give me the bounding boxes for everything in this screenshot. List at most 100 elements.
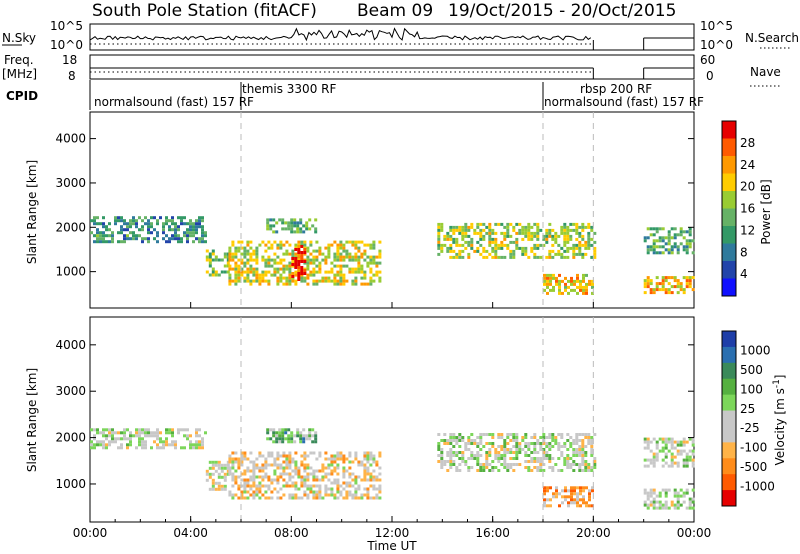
echo-cell [237,466,241,470]
echo-cell [643,491,647,495]
echo-cell [240,490,244,494]
echo-cell [270,258,274,262]
echo-cell [578,252,582,256]
echo-cell [303,475,307,479]
echo-cell [354,478,358,482]
echo-cell [234,270,238,274]
echo-cell [679,230,683,234]
echo-cell [452,460,456,463]
echo-cell [306,475,310,479]
echo-cell [369,261,373,265]
echo-cell [467,436,471,439]
echo-cell [345,249,349,253]
echo-cell [366,493,370,497]
echo-cell [533,451,537,454]
echo-cell [543,492,546,496]
echo-cell [195,228,198,232]
echo-cell [266,431,270,435]
echo-cell [168,443,171,447]
echo-cell [276,282,280,286]
echo-cell [443,463,447,466]
echo-cell [664,242,668,246]
beam-label: Beam 09 [357,1,433,21]
echo-cell [458,249,462,253]
echo-cell [294,243,298,247]
echo-cell [255,252,259,256]
echo-cell [96,240,99,244]
echo-cell [458,228,462,232]
echo-cell [300,478,304,482]
echo-cell [551,255,555,259]
echo-cell [691,506,695,510]
echo-cell [452,463,456,466]
echo-cell [578,240,582,244]
echo-cell [290,227,294,231]
echo-cell [123,219,126,223]
echo-cell [217,466,221,470]
echo-cell [685,464,689,468]
echo-cell [285,472,289,476]
echo-cell [135,446,138,450]
echo-cell [569,442,573,445]
echo-cell [234,493,238,497]
echo-cell [506,225,510,229]
echo-cell [306,276,310,280]
echo-cell [264,258,268,262]
echo-cell [552,288,555,292]
echo-cell [536,231,540,235]
echo-cell [150,222,153,226]
echo-cell [303,490,307,494]
echo-cell [646,245,650,249]
echo-cell [539,448,543,451]
echo-cell [590,225,594,229]
echo-cell [646,248,650,252]
echo-cell [156,437,159,441]
echo-cell [296,428,300,432]
echo-cell [561,501,564,505]
echo-cell [461,436,465,439]
echo-cell [488,225,492,229]
echo-cell [228,246,232,250]
echo-cell [267,487,271,491]
echo-cell [652,288,656,292]
echo-region-6 [643,437,695,468]
echo-cell [673,503,677,507]
echo-cell [330,493,334,497]
echo-cell [336,484,340,488]
echo-cell [208,475,212,479]
echo-cell [551,439,555,442]
echo-cell [437,237,441,241]
echo-cell [308,218,312,222]
echo-cell [563,234,567,238]
echo-cell [228,490,232,494]
echo-cell [369,478,373,482]
echo-cell [500,231,504,235]
echo-cell [581,451,585,454]
echo-cell [297,263,301,266]
echo-cell [545,234,549,238]
echo-cell [581,234,585,238]
echo-cell [105,437,108,441]
echo-cell [249,258,253,262]
echo-cell [312,475,316,479]
echo-cell [646,437,650,441]
echo-cell [162,225,165,229]
echo-cell [446,469,450,472]
echo-cell [494,451,498,454]
echo-cell [297,487,301,491]
echo-cell [578,451,582,454]
echo-cell [497,246,501,250]
echo-cell [208,264,212,268]
echo-cell [108,434,111,438]
echo-cell [372,457,376,461]
echo-cell [223,255,227,259]
echo-cell [363,276,367,280]
echo-cell [273,258,277,262]
echo-cell [518,463,522,466]
echo-cell [288,496,292,500]
echo-cell [494,243,498,247]
echo-cell [261,493,265,497]
echo-cell [180,216,183,220]
echo-cell [336,252,340,256]
echo-cell [300,257,304,260]
